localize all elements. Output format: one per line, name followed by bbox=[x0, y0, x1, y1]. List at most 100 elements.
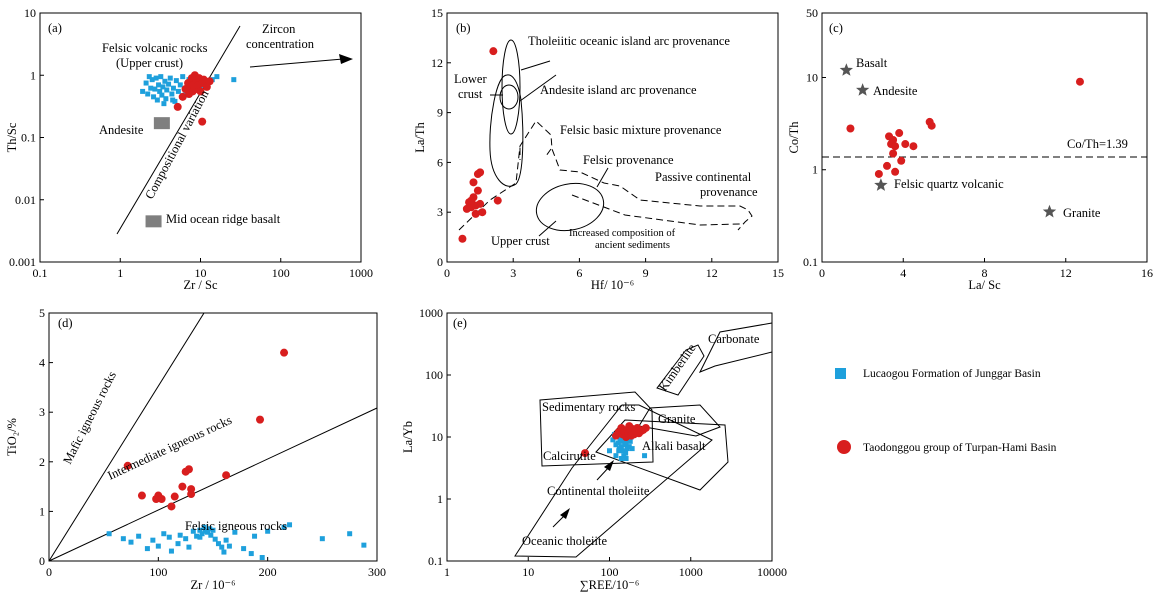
data-point-square bbox=[197, 534, 203, 540]
data-point-circle bbox=[178, 482, 187, 491]
data-point-square bbox=[149, 77, 155, 83]
reference-point-star bbox=[1042, 204, 1057, 218]
carbonate-field-outline bbox=[698, 322, 773, 373]
annotation-felsic-quartz-volcanic: Felsic quartz volcanic bbox=[894, 177, 1004, 191]
data-point-square bbox=[162, 78, 168, 84]
data-point-square bbox=[144, 546, 150, 552]
kimberlite-field-outline bbox=[656, 344, 705, 396]
annotation-mid-ocean-ridge-basalt: Mid ocean ridge basalt bbox=[166, 212, 281, 226]
panel-c-y-axis-label: Co/Th bbox=[787, 121, 801, 154]
data-point-circle bbox=[471, 209, 480, 218]
data-point-square bbox=[231, 77, 237, 83]
annotation-passive-continental: Passive continental bbox=[655, 170, 752, 184]
dashed-provenance-outline bbox=[458, 120, 753, 231]
panel-e-x-tick-label: 100 bbox=[601, 565, 619, 579]
annotation-granite-e: Granite bbox=[658, 412, 696, 426]
panel-d-label: (d) bbox=[58, 316, 73, 330]
panel-a-decor bbox=[116, 25, 353, 235]
data-point-square bbox=[168, 548, 174, 554]
data-point-square bbox=[610, 437, 616, 443]
data-point-circle bbox=[458, 234, 467, 243]
annotation-provenance: provenance bbox=[700, 185, 758, 199]
data-point-circle bbox=[901, 140, 910, 149]
data-point-square bbox=[613, 453, 619, 459]
panel-d-decor bbox=[48, 312, 378, 562]
data-point-square bbox=[167, 75, 173, 81]
data-point-circle bbox=[1075, 77, 1084, 86]
panel-d-y-tick-label: 0 bbox=[39, 554, 45, 568]
arrow-oceanic-head bbox=[560, 508, 570, 519]
leader-tholeiitic bbox=[520, 60, 551, 71]
annotation-ancient-sediments: ancient sediments bbox=[595, 240, 670, 251]
data-point-square bbox=[621, 453, 627, 459]
panel-b-x-axis-label: Hf/ 10⁻⁶ bbox=[591, 278, 634, 292]
data-point-circle bbox=[895, 129, 904, 138]
reference-point-rect bbox=[153, 117, 170, 130]
annotation-felsic-volcanic-rocks: Felsic volcanic rocks bbox=[102, 41, 208, 55]
panel-a-x-tick-label: 1000 bbox=[349, 266, 373, 280]
panel-e-label: (e) bbox=[453, 316, 467, 330]
data-point-square bbox=[607, 448, 612, 454]
legend-label-taodonggou: Taodonggou group of Turpan-Hami Basin bbox=[863, 442, 1057, 454]
data-point-circle bbox=[891, 167, 900, 176]
data-point-square bbox=[194, 533, 200, 539]
annotation-increased-composition: Increased composition of bbox=[569, 228, 676, 239]
zircon-arrow-line bbox=[249, 58, 344, 68]
data-point-square bbox=[626, 444, 632, 450]
data-point-square bbox=[173, 78, 179, 84]
annotation-intermediate-igneous: Intermediate igneous rocks bbox=[105, 413, 234, 483]
panel-a-x-tick-label: 1 bbox=[117, 266, 123, 280]
panel-b-frame bbox=[446, 12, 779, 263]
panel-c-x-tick-label: 16 bbox=[1141, 266, 1153, 280]
panel-d-chart: 0 100 200 300 0 1 2 3 4 5 Zr / 10⁻⁶ TiO₂/% (d) Mafi… bbox=[5, 306, 386, 592]
panel-d-x-tick-label: 0 bbox=[46, 565, 52, 579]
panel-b-y-tick-label: 6 bbox=[437, 155, 443, 169]
panel-a-y-axis-label: Th/Sc bbox=[5, 122, 19, 152]
panel-e-marks bbox=[581, 422, 650, 462]
data-point-circle bbox=[157, 495, 166, 503]
data-point-square bbox=[219, 544, 225, 550]
legend-square-marker bbox=[835, 368, 846, 379]
panel-d-frame bbox=[48, 312, 378, 562]
data-point-square bbox=[166, 534, 172, 540]
panel-c-label: (c) bbox=[829, 21, 843, 35]
panel-d-x-axis-label: Zr / 10⁻⁶ bbox=[191, 578, 236, 592]
data-point-square bbox=[156, 82, 162, 88]
leader-felsic bbox=[596, 167, 609, 188]
data-point-square bbox=[177, 82, 183, 88]
panel-a-y-tick-label: 0.001 bbox=[9, 255, 36, 269]
panel-b-x-tick-label: 9 bbox=[643, 266, 649, 280]
data-point-square bbox=[221, 549, 227, 555]
data-point-circle bbox=[178, 92, 187, 101]
data-point-circle bbox=[469, 178, 478, 187]
reference-point-star bbox=[856, 83, 870, 96]
panel-d-axes: 0 100 200 300 0 1 2 3 4 5 Zr / 10⁻⁶ TiO₂/% bbox=[5, 306, 386, 592]
annotation-calcirutite: Calcirutite bbox=[543, 449, 596, 463]
data-point-square bbox=[623, 450, 629, 456]
andesite-arc-field-outline bbox=[489, 74, 524, 187]
panel-c-chart: 0 4 8 12 16 0.1 1 10 50 La/ Sc Co/Th (c) Co/Th=1.3… bbox=[787, 6, 1153, 292]
data-point-circle bbox=[167, 502, 176, 511]
data-point-square bbox=[152, 86, 158, 92]
panel-c-x-tick-label: 8 bbox=[982, 266, 988, 280]
data-point-square bbox=[627, 438, 633, 444]
panel-a-y-tick-label: 0.01 bbox=[15, 193, 36, 207]
data-point-square bbox=[175, 88, 181, 94]
panel-d-y-tick-label: 3 bbox=[39, 405, 45, 419]
panel-b-x-tick-label: 6 bbox=[576, 266, 582, 280]
panel-a-marks bbox=[140, 71, 237, 228]
panel-b-axes: 0 3 6 9 12 15 0 3 6 9 12 15 Hf/ 10⁻⁶ La/Th bbox=[413, 6, 784, 292]
panel-c-y-tick-label: 10 bbox=[806, 70, 818, 84]
data-point-circle bbox=[184, 465, 193, 474]
panel-c-x-axis-label: La/ Sc bbox=[968, 278, 1001, 292]
panel-b-label: (b) bbox=[456, 21, 471, 35]
data-point-square bbox=[207, 526, 213, 532]
data-point-square bbox=[618, 456, 624, 462]
data-point-circle bbox=[173, 102, 182, 111]
panel-a-y-tick-label: 10 bbox=[24, 6, 36, 20]
panel-a-y-tick-label: 0.1 bbox=[21, 131, 36, 145]
lower-crust-outline bbox=[499, 84, 519, 110]
panel-a-label: (a) bbox=[48, 21, 62, 35]
panel-c-x-tick-label: 12 bbox=[1060, 266, 1072, 280]
